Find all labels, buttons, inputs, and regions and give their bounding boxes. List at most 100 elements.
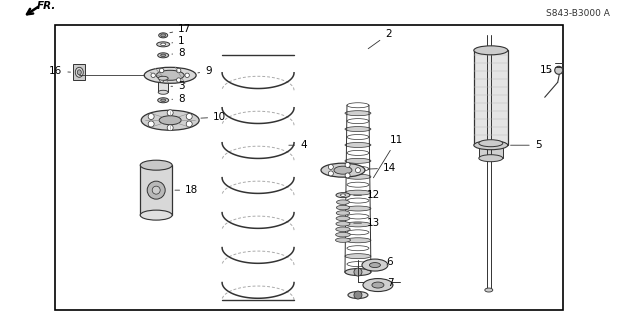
Circle shape	[152, 186, 160, 194]
Ellipse shape	[345, 222, 371, 227]
Ellipse shape	[345, 238, 371, 243]
Text: 2: 2	[368, 29, 392, 49]
Circle shape	[345, 173, 350, 178]
Circle shape	[354, 268, 362, 276]
Ellipse shape	[474, 141, 508, 150]
Text: 8: 8	[172, 94, 185, 104]
Bar	[73, 64, 85, 80]
Bar	[55, 25, 563, 310]
Text: 11: 11	[373, 135, 403, 178]
Circle shape	[186, 114, 192, 119]
Text: 10: 10	[201, 112, 226, 122]
Circle shape	[148, 121, 154, 127]
Ellipse shape	[345, 268, 371, 276]
Ellipse shape	[77, 70, 81, 75]
Circle shape	[345, 163, 350, 167]
Bar	[474, 50, 508, 145]
Ellipse shape	[345, 190, 371, 195]
Text: 16: 16	[49, 66, 70, 76]
Ellipse shape	[370, 263, 380, 268]
Text: 17: 17	[170, 24, 191, 34]
Ellipse shape	[348, 292, 368, 299]
Text: FR.: FR.	[36, 1, 56, 12]
Circle shape	[167, 125, 173, 131]
Text: S843-B3000 A: S843-B3000 A	[546, 9, 610, 18]
Ellipse shape	[345, 269, 371, 275]
Ellipse shape	[335, 227, 350, 231]
Ellipse shape	[335, 238, 351, 242]
Circle shape	[186, 121, 192, 127]
Text: 8: 8	[172, 48, 185, 58]
Ellipse shape	[161, 54, 166, 57]
Text: 18: 18	[175, 185, 198, 195]
Circle shape	[329, 171, 334, 176]
Ellipse shape	[158, 98, 168, 103]
Circle shape	[354, 291, 362, 299]
Bar	[141, 165, 172, 215]
Ellipse shape	[485, 288, 492, 292]
Ellipse shape	[321, 163, 365, 177]
Text: 15: 15	[540, 65, 553, 75]
Circle shape	[147, 181, 165, 199]
Text: 13: 13	[354, 218, 380, 228]
Bar	[158, 78, 168, 92]
Ellipse shape	[336, 193, 350, 198]
Ellipse shape	[345, 111, 371, 116]
Ellipse shape	[337, 200, 349, 204]
Circle shape	[160, 78, 164, 82]
Circle shape	[151, 73, 155, 77]
Bar	[479, 143, 503, 158]
Ellipse shape	[141, 110, 199, 130]
Ellipse shape	[372, 282, 384, 288]
Ellipse shape	[158, 76, 168, 80]
Text: 9: 9	[198, 66, 212, 76]
Text: 14: 14	[368, 163, 396, 173]
Circle shape	[160, 68, 164, 73]
Ellipse shape	[156, 70, 184, 80]
Ellipse shape	[161, 34, 166, 37]
Ellipse shape	[159, 33, 168, 38]
Text: 4: 4	[289, 140, 306, 150]
Text: 6: 6	[386, 257, 392, 267]
Circle shape	[555, 66, 563, 74]
Circle shape	[177, 68, 181, 73]
Circle shape	[177, 78, 181, 82]
Ellipse shape	[345, 174, 371, 179]
Ellipse shape	[345, 127, 371, 132]
Text: 3: 3	[171, 81, 185, 91]
Ellipse shape	[363, 278, 393, 292]
Ellipse shape	[334, 166, 352, 174]
Ellipse shape	[341, 194, 346, 196]
Ellipse shape	[158, 53, 168, 58]
Ellipse shape	[345, 158, 371, 163]
Ellipse shape	[345, 206, 371, 211]
Circle shape	[148, 114, 154, 119]
Ellipse shape	[479, 140, 503, 147]
Text: 1: 1	[172, 36, 185, 46]
Circle shape	[329, 164, 334, 170]
Text: 5: 5	[511, 140, 541, 150]
Ellipse shape	[335, 232, 350, 237]
Ellipse shape	[144, 67, 196, 83]
Ellipse shape	[161, 99, 166, 101]
Ellipse shape	[157, 42, 170, 47]
Text: 12: 12	[354, 190, 380, 200]
Ellipse shape	[345, 254, 371, 259]
Ellipse shape	[479, 155, 503, 162]
Circle shape	[167, 110, 173, 116]
Ellipse shape	[474, 46, 508, 55]
Ellipse shape	[75, 67, 84, 77]
Ellipse shape	[362, 259, 388, 271]
Ellipse shape	[336, 216, 350, 221]
Ellipse shape	[336, 211, 349, 215]
Ellipse shape	[345, 142, 371, 148]
Ellipse shape	[159, 116, 181, 125]
Text: 7: 7	[387, 278, 394, 288]
Circle shape	[185, 73, 189, 77]
Ellipse shape	[141, 160, 172, 170]
Ellipse shape	[336, 221, 350, 226]
Circle shape	[356, 168, 360, 173]
Ellipse shape	[161, 43, 166, 45]
Ellipse shape	[158, 90, 168, 94]
Ellipse shape	[141, 210, 172, 220]
